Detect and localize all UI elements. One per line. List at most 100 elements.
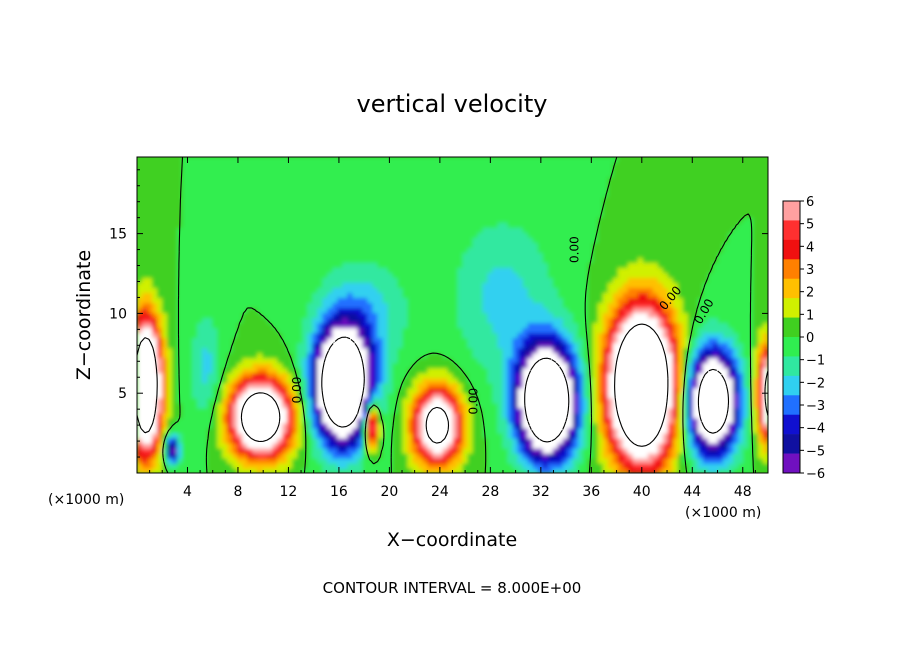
field-cell (327, 387, 333, 394)
field-cell (437, 162, 444, 168)
field-cell (252, 182, 258, 188)
field-cell (302, 162, 308, 168)
field-cell (452, 282, 459, 289)
field-cell (152, 462, 158, 469)
field-cell (237, 367, 243, 374)
field-cell (172, 282, 178, 289)
field-cell (327, 212, 333, 218)
field-cell (502, 192, 509, 198)
field-cell (212, 162, 218, 168)
field-cell (177, 457, 183, 464)
field-cell (397, 202, 404, 208)
field-cell (467, 272, 474, 278)
field-cell (487, 397, 494, 404)
field-cell (347, 367, 353, 374)
field-cell (507, 292, 514, 299)
field-cell (187, 447, 193, 454)
field-cell (272, 277, 278, 283)
field-cell (272, 457, 278, 464)
field-cell (202, 357, 208, 364)
field-cell (252, 387, 258, 394)
field-cell (502, 337, 509, 344)
field-cell (292, 282, 298, 289)
field-cell (307, 297, 313, 304)
field-cell (517, 312, 524, 319)
field-cell (302, 212, 308, 218)
field-cell (247, 302, 253, 309)
field-cell (387, 347, 394, 354)
field-cell (527, 187, 534, 193)
field-cell (292, 402, 298, 409)
field-cell (272, 372, 278, 379)
field-cell (522, 202, 529, 208)
field-cell (202, 452, 208, 459)
field-cell (332, 192, 338, 198)
field-cell (257, 392, 263, 399)
field-cell (422, 222, 429, 228)
field-cell (247, 442, 253, 449)
field-cell (322, 442, 328, 449)
field-cell (292, 332, 298, 339)
field-cell (522, 322, 529, 329)
field-cell (182, 312, 188, 319)
field-cell (397, 292, 404, 299)
field-cell (397, 232, 404, 238)
field-cell (377, 387, 383, 394)
field-cell (412, 267, 419, 273)
field-cell (307, 252, 313, 258)
field-cell (242, 322, 248, 329)
field-cell (217, 352, 223, 359)
field-cell (162, 267, 168, 273)
field-cell (512, 212, 519, 218)
field-cell (247, 407, 253, 414)
field-cell (522, 397, 529, 404)
field-cell (227, 162, 233, 168)
field-cell (372, 212, 378, 218)
field-cell (467, 242, 474, 248)
field-cell (237, 162, 243, 168)
field-cell (327, 432, 333, 439)
field-cell (427, 422, 434, 429)
field-cell (282, 437, 288, 444)
field-cell (232, 357, 238, 364)
field-cell (217, 322, 223, 329)
field-cell (297, 342, 303, 349)
field-cell (272, 417, 278, 424)
field-cell (162, 407, 168, 414)
field-cell (512, 317, 519, 324)
field-cell (352, 207, 358, 213)
field-cell (442, 427, 449, 434)
field-cell (527, 252, 534, 258)
field-cell (422, 377, 429, 384)
field-cell (407, 222, 414, 228)
field-cell (477, 282, 484, 289)
field-cell (327, 237, 333, 243)
field-cell (512, 327, 519, 334)
field-cell (427, 182, 434, 188)
field-cell (237, 417, 243, 424)
field-cell (377, 167, 383, 173)
field-cell (262, 412, 268, 419)
field-cell (522, 307, 529, 314)
field-cell (492, 317, 499, 324)
field-cell (382, 297, 388, 304)
field-cell (412, 422, 419, 429)
field-cell (262, 347, 268, 354)
field-cell (287, 237, 293, 243)
field-cell (197, 202, 203, 208)
field-cell (137, 427, 143, 434)
field-cell (377, 267, 383, 273)
field-cell (487, 262, 494, 268)
field-cell (452, 457, 459, 464)
field-cell (442, 197, 449, 203)
field-cell (267, 402, 273, 409)
field-cell (267, 327, 273, 334)
field-cell (437, 417, 444, 424)
field-cell (337, 467, 343, 473)
field-cell (427, 417, 434, 424)
field-cell (187, 252, 193, 258)
field-cell (172, 242, 178, 248)
field-cell (427, 277, 434, 283)
field-cell (287, 267, 293, 273)
field-cell (172, 362, 178, 369)
